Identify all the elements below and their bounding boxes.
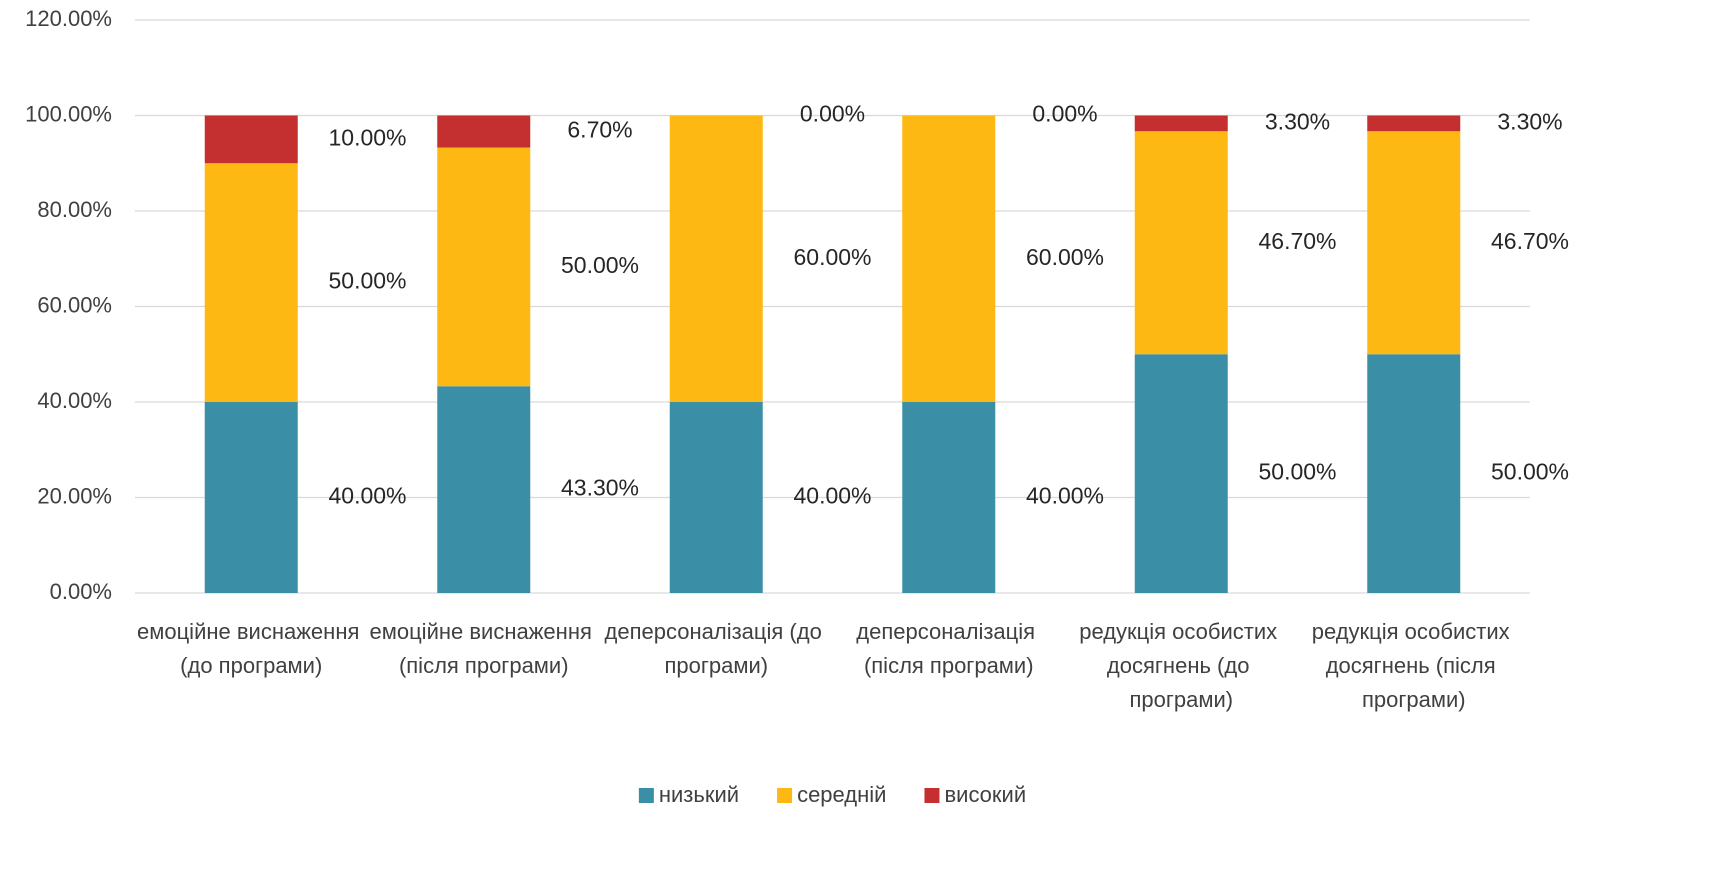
data-label: 40.00% [793, 483, 871, 509]
bar-segment [669, 115, 763, 402]
legend-swatch [777, 788, 793, 803]
data-label: 60.00% [793, 244, 871, 270]
x-tick-line: досягнень (після [1326, 653, 1502, 678]
x-tick-label: редукція особистих досягнень (до програм… [1079, 619, 1283, 712]
data-label: 46.70% [1491, 228, 1569, 254]
data-label: 10.00% [328, 124, 406, 150]
y-tick-label: 20.00% [37, 483, 112, 508]
x-tick-line: деперсоналізація (до [605, 619, 828, 644]
x-tick-line: програми) [664, 653, 768, 678]
data-label: 0.00% [800, 101, 865, 127]
x-tick-label: деперсоналізація (до програми) [605, 619, 828, 678]
bar-segment [902, 402, 996, 593]
x-tick-line: програми) [1129, 687, 1233, 712]
x-tick-line: редукція особистих [1079, 619, 1283, 644]
data-label: 3.30% [1497, 108, 1562, 134]
bar-segment [1367, 131, 1461, 355]
x-tick-label: деперсоналізація (після програми) [856, 619, 1041, 678]
data-label: 50.00% [1258, 459, 1336, 485]
data-label: 40.00% [328, 483, 406, 509]
data-label: 43.30% [561, 475, 639, 501]
legend-swatch [924, 788, 940, 803]
bar-segment [902, 115, 996, 402]
data-label: 60.00% [1026, 244, 1104, 270]
y-tick-label: 40.00% [37, 388, 112, 413]
bar-segment [204, 163, 298, 402]
data-label: 3.30% [1265, 108, 1330, 134]
data-label: 50.00% [1491, 459, 1569, 485]
data-label: 40.00% [1026, 483, 1104, 509]
x-tick-line: (після програми) [864, 653, 1034, 678]
x-tick-line: (після програми) [399, 653, 569, 678]
bar-segment [1367, 354, 1461, 593]
data-label: 6.70% [567, 117, 632, 143]
bar-segment [1134, 115, 1228, 132]
data-label: 50.00% [561, 252, 639, 278]
legend-label: середній [797, 782, 886, 807]
y-tick-label: 0.00% [50, 579, 112, 604]
bar-segment [437, 115, 531, 148]
x-tick-line: емоційне виснаження [369, 619, 598, 644]
data-label: 50.00% [328, 268, 406, 294]
y-tick-label: 80.00% [37, 197, 112, 222]
x-tick-line: редукція особистих [1312, 619, 1516, 644]
bar-segment [1134, 354, 1228, 593]
x-tick-line: програми) [1362, 687, 1466, 712]
y-tick-label: 100.00% [25, 101, 112, 126]
x-tick-line: емоційне виснаження [137, 619, 366, 644]
y-tick-label: 120.00% [25, 6, 112, 31]
legend-label: високий [944, 782, 1026, 807]
bar-segment [669, 402, 763, 593]
bar-segment [204, 115, 298, 164]
legend-swatch [638, 788, 654, 803]
data-label: 46.70% [1258, 228, 1336, 254]
data-label: 0.00% [1032, 101, 1097, 127]
bar-segment [1367, 115, 1461, 132]
x-tick-line: деперсоналізація [856, 619, 1041, 644]
bar-segment [437, 147, 531, 387]
legend-label: низький [659, 782, 739, 807]
legend: низький середній високий [638, 782, 1026, 807]
bar-segment [1134, 131, 1228, 355]
y-tick-label: 60.00% [37, 292, 112, 317]
bar-segment [204, 402, 298, 593]
x-tick-line: досягнень (до [1107, 653, 1256, 678]
x-tick-label: редукція особистих досягнень (після прог… [1312, 619, 1516, 712]
x-tick-line: (до програми) [180, 653, 322, 678]
x-tick-label: емоційне виснаження (після програми) [369, 619, 598, 678]
x-tick-label: емоційне виснаження (до програми) [137, 619, 366, 678]
bar-segment [437, 386, 531, 593]
